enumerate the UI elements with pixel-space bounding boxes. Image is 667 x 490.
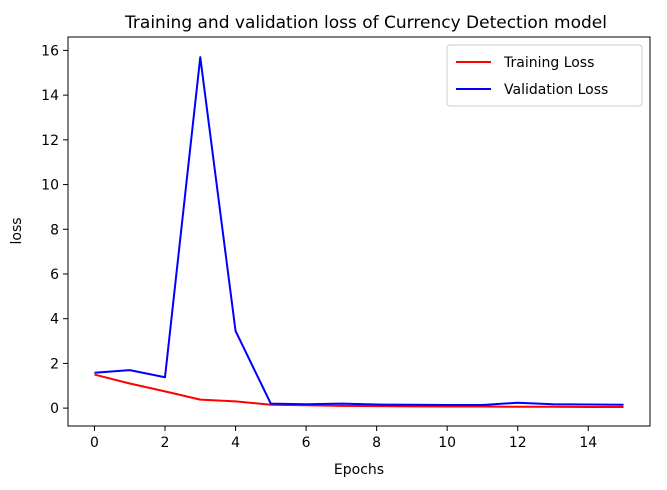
x-tick-label: 6 xyxy=(302,435,311,451)
y-tick-label: 0 xyxy=(50,401,59,417)
y-axis-ticks: 0 2 4 6 8 10 12 14 16 xyxy=(41,43,68,417)
legend-label-training-loss: Training Loss xyxy=(503,55,594,71)
series-line-validation-loss xyxy=(94,56,624,406)
x-tick-label: 8 xyxy=(372,435,381,451)
x-tick-label: 12 xyxy=(509,435,527,451)
series-line-training-loss xyxy=(94,373,624,408)
legend-label-validation-loss: Validation Loss xyxy=(504,82,608,98)
y-tick-label: 8 xyxy=(50,222,59,238)
x-axis-ticks: 0 2 4 6 8 10 12 14 xyxy=(90,426,597,451)
x-tick-label: 4 xyxy=(231,435,240,451)
x-tick-label: 0 xyxy=(90,435,99,451)
legend-box xyxy=(446,44,643,107)
x-tick-label: 2 xyxy=(161,435,170,451)
plot-area-frame xyxy=(67,36,651,427)
x-tick-label: 10 xyxy=(438,435,456,451)
y-tick-label: 4 xyxy=(50,312,59,328)
y-tick-label: 10 xyxy=(41,178,59,194)
series-lines xyxy=(94,56,624,408)
y-tick-label: 2 xyxy=(50,356,59,372)
y-tick-label: 14 xyxy=(41,88,59,104)
y-tick-label: 12 xyxy=(41,133,59,149)
y-tick-label: 16 xyxy=(41,43,59,59)
legend: Training Loss Validation Loss xyxy=(446,44,643,107)
x-tick-label: 14 xyxy=(579,435,597,451)
y-tick-label: 6 xyxy=(50,267,59,283)
chart-title: Training and validation loss of Currency… xyxy=(124,13,607,33)
x-axis-label: Epochs xyxy=(334,462,384,478)
y-axis-label: loss xyxy=(9,217,25,244)
